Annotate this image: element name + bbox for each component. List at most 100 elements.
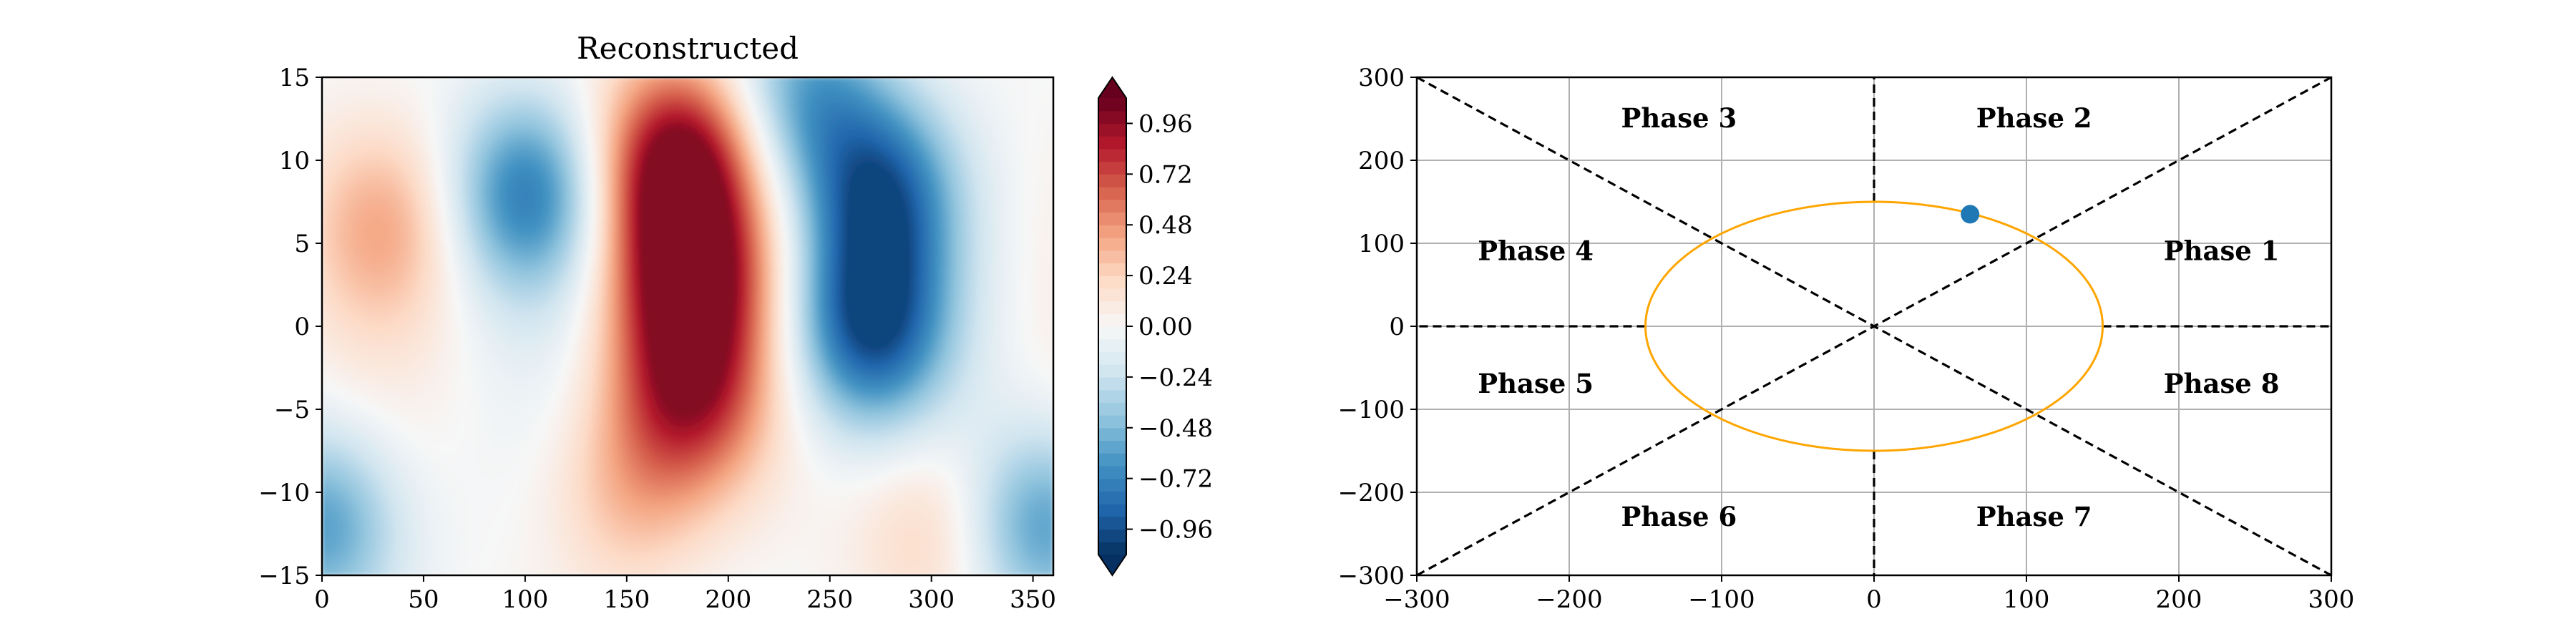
heatmap-y-tick-label: 15 bbox=[279, 64, 310, 92]
colorbar-cell bbox=[1098, 453, 1126, 467]
colorbar-cell bbox=[1098, 212, 1126, 225]
colorbar-cell bbox=[1098, 529, 1126, 542]
phase-points bbox=[1961, 205, 1980, 224]
heatmap-y-tick-label: 0 bbox=[294, 313, 310, 341]
colorbar-cell bbox=[1098, 376, 1126, 391]
phase-x-tick-label: 300 bbox=[2308, 585, 2355, 614]
colorbar-cell bbox=[1098, 263, 1126, 276]
colorbar-tick-label: −0.48 bbox=[1138, 414, 1213, 443]
colorbar-gradient bbox=[1098, 98, 1126, 555]
colorbar-cell bbox=[1098, 275, 1126, 289]
colorbar: 0.96 0.72 0.48 0.24 0.00 −0.24 −0.48 −0.72 −0.96 bbox=[1098, 76, 1213, 577]
colorbar-cell bbox=[1098, 427, 1126, 441]
colorbar-cell bbox=[1098, 351, 1126, 365]
phase-label: Phase 6 bbox=[1621, 501, 1737, 532]
heatmap-y-tick-label: −10 bbox=[258, 479, 310, 507]
phase-label: Phase 7 bbox=[1976, 501, 2092, 532]
colorbar-tick-label: 0.96 bbox=[1138, 109, 1193, 138]
colorbar-cell bbox=[1098, 123, 1126, 137]
colorbar-cell bbox=[1098, 415, 1126, 429]
colorbar-cell bbox=[1098, 225, 1126, 238]
phase-y-tick-label: −100 bbox=[1338, 396, 1405, 424]
heatmap-x-tick-label: 200 bbox=[705, 585, 751, 614]
phase-label: Phase 5 bbox=[1478, 368, 1594, 399]
colorbar-cell bbox=[1098, 174, 1126, 187]
phase-y-axis: 300 200 100 0 −100 −200 −300 bbox=[1338, 64, 1417, 590]
phase-y-tick-label: −300 bbox=[1338, 562, 1405, 590]
phase-x-tick-label: −200 bbox=[1536, 585, 1602, 614]
heatmap-panel: Reconstructed 0 50 100 150 200 250 300 350 1510… bbox=[258, 31, 1056, 614]
colorbar-cell bbox=[1098, 98, 1126, 112]
phase-label: Phase 2 bbox=[1976, 102, 2092, 134]
phase-labels: Phase 1 Phase 2 Phase 3 Phase 4 Phase 5 Phase… bbox=[1478, 102, 2279, 532]
heatmap-x-tick-label: 0 bbox=[314, 585, 330, 614]
colorbar-cell bbox=[1098, 338, 1126, 353]
phase-x-axis: −300 −200 −100 0 100 200 300 bbox=[1383, 575, 2354, 614]
phase-label: Phase 1 bbox=[2164, 235, 2280, 267]
heatmap-plot-area bbox=[322, 77, 1053, 575]
colorbar-cell bbox=[1098, 301, 1126, 314]
phase-y-tick-label: −200 bbox=[1338, 479, 1405, 507]
heatmap-y-tick-label: 5 bbox=[294, 230, 310, 258]
heatmap-image bbox=[322, 77, 1053, 575]
colorbar-extend-max bbox=[1098, 77, 1126, 98]
heatmap-x-tick-label: 300 bbox=[908, 585, 955, 614]
colorbar-cell bbox=[1098, 136, 1126, 150]
colorbar-cell bbox=[1098, 199, 1126, 213]
colorbar-tick-label: −0.96 bbox=[1138, 516, 1213, 545]
colorbar-cell bbox=[1098, 542, 1126, 555]
heatmap-x-tick-label: 50 bbox=[408, 585, 439, 614]
heatmap-x-tick-label: 250 bbox=[806, 585, 853, 614]
colorbar-cell bbox=[1098, 250, 1126, 263]
colorbar-cell bbox=[1098, 237, 1126, 251]
colorbar-cell bbox=[1098, 288, 1126, 302]
phase-label: Phase 8 bbox=[2164, 368, 2280, 399]
colorbar-tick-label: 0.00 bbox=[1138, 313, 1193, 341]
colorbar-tick-label: 0.24 bbox=[1138, 262, 1193, 291]
phase-x-tick-label: −100 bbox=[1688, 585, 1755, 614]
colorbar-cell bbox=[1098, 148, 1126, 162]
amplitude-circle bbox=[1644, 200, 2104, 452]
colorbar-cell bbox=[1098, 516, 1126, 530]
phase-x-tick-label: −300 bbox=[1383, 585, 1450, 614]
colorbar-cell bbox=[1098, 478, 1126, 492]
colorbar-cell bbox=[1098, 402, 1126, 416]
heatmap-title: Reconstructed bbox=[577, 31, 799, 66]
colorbar-cell bbox=[1098, 465, 1126, 479]
phase-y-tick-label: 200 bbox=[1358, 147, 1405, 175]
colorbar-axis: 0.96 0.72 0.48 0.24 0.00 −0.24 −0.48 −0.72 −0.96 bbox=[1126, 109, 1213, 545]
phase-y-tick-label: 300 bbox=[1358, 64, 1405, 92]
phase-x-tick-label: 0 bbox=[1866, 585, 1882, 614]
heatmap-y-axis: 15 10 5 0 −5 −10 −15 bbox=[258, 64, 322, 590]
phase-point bbox=[1961, 205, 1980, 224]
colorbar-cell bbox=[1098, 389, 1126, 403]
colorbar-cell bbox=[1098, 110, 1126, 125]
colorbar-cell bbox=[1098, 313, 1126, 327]
colorbar-tick-label: 0.72 bbox=[1138, 160, 1193, 189]
phase-divider-lines bbox=[1416, 76, 2332, 577]
colorbar-tick-label: 0.48 bbox=[1138, 211, 1193, 240]
phase-y-tick-label: 100 bbox=[1358, 230, 1405, 258]
phase-divider-line bbox=[1416, 76, 2332, 577]
heatmap-x-axis: 0 50 100 150 200 250 300 350 bbox=[314, 575, 1056, 614]
heatmap-y-tick-label: −5 bbox=[274, 396, 310, 424]
colorbar-cell bbox=[1098, 364, 1126, 378]
phase-label: Phase 4 bbox=[1478, 235, 1594, 267]
colorbar-cell bbox=[1098, 440, 1126, 454]
colorbar-cell bbox=[1098, 161, 1126, 175]
phase-diagram-panel: Phase 1 Phase 2 Phase 3 Phase 4 Phase 5 Phase… bbox=[1338, 64, 2355, 614]
colorbar-cell bbox=[1098, 326, 1126, 340]
phase-y-tick-label: 0 bbox=[1389, 313, 1405, 341]
phase-x-tick-label: 200 bbox=[2156, 585, 2202, 614]
colorbar-cell bbox=[1098, 504, 1126, 517]
colorbar-tick-label: −0.72 bbox=[1138, 465, 1213, 494]
heatmap-y-tick-label: −15 bbox=[258, 562, 310, 590]
heatmap-y-tick-label: 10 bbox=[279, 147, 310, 175]
heatmap-x-tick-label: 350 bbox=[1010, 585, 1056, 614]
heatmap-x-tick-label: 150 bbox=[603, 585, 650, 614]
phase-label: Phase 3 bbox=[1621, 102, 1737, 134]
colorbar-cell bbox=[1098, 491, 1126, 504]
phase-x-tick-label: 100 bbox=[2004, 585, 2050, 614]
colorbar-cell bbox=[1098, 187, 1126, 200]
colorbar-extend-min bbox=[1098, 555, 1126, 575]
